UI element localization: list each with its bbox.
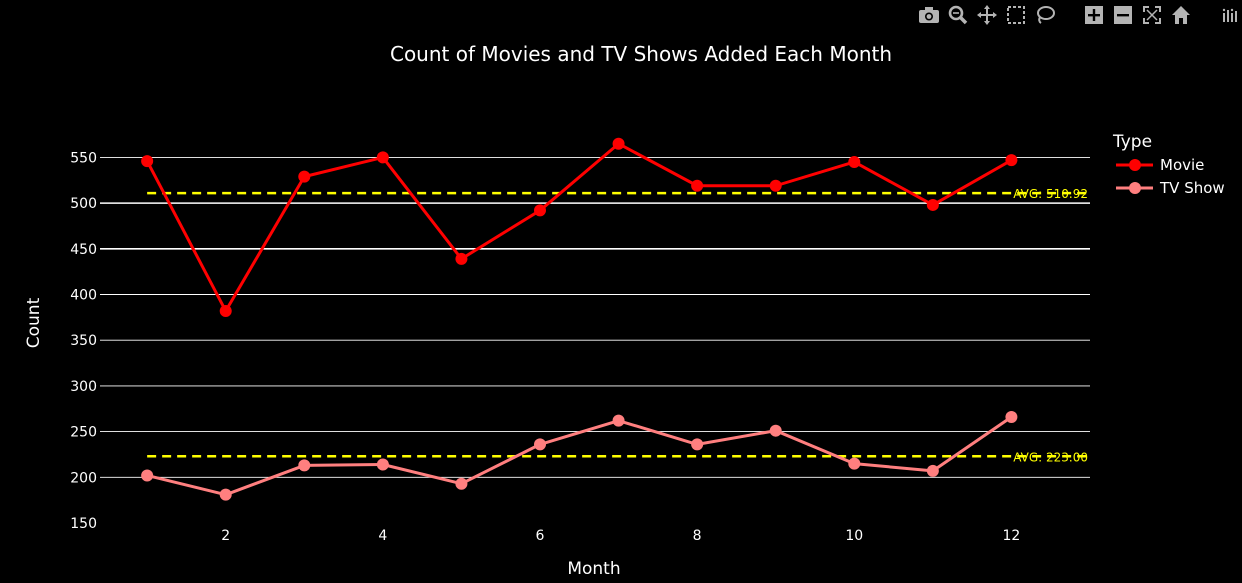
legend-marker: [1129, 159, 1141, 171]
y-tick-label: 450: [70, 242, 97, 258]
average-lines: AVG: 510.92 AVG: 223.00: [147, 187, 1092, 464]
x-tick-label: 4: [378, 528, 387, 544]
box-select-icon[interactable]: [1004, 4, 1028, 26]
data-point[interactable]: [926, 464, 939, 477]
data-point[interactable]: [848, 155, 861, 168]
modebar: [912, 4, 1242, 26]
data-point[interactable]: [376, 151, 389, 164]
data-point[interactable]: [298, 459, 311, 472]
lasso-select-icon[interactable]: [1033, 4, 1057, 26]
average-label: AVG: 510.92: [1013, 187, 1088, 201]
legend-title: Type: [1112, 132, 1152, 152]
data-point[interactable]: [219, 304, 232, 317]
data-point[interactable]: [769, 179, 782, 192]
data-point[interactable]: [848, 457, 861, 470]
zoom-out-icon[interactable]: [1111, 4, 1135, 26]
x-tick-label: 2: [221, 528, 230, 544]
camera-icon[interactable]: [917, 4, 941, 26]
data-point[interactable]: [1005, 410, 1018, 423]
x-tick-labels: 2 4 6 8 10 12: [221, 528, 1020, 544]
data-point[interactable]: [376, 458, 389, 471]
data-point[interactable]: [141, 469, 154, 482]
y-tick-label: 200: [70, 470, 97, 486]
y-tick-label: 350: [70, 333, 97, 349]
pan-icon[interactable]: [975, 4, 999, 26]
data-point[interactable]: [691, 438, 704, 451]
y-tick-label: 150: [70, 516, 97, 532]
data-point[interactable]: [691, 179, 704, 192]
data-point[interactable]: [534, 438, 546, 451]
legend-item-label: TV Show: [1159, 179, 1225, 197]
x-tick-label: 6: [536, 528, 545, 544]
y-tick-labels: 150 200 250 300 350 400 450 500 550: [70, 150, 97, 532]
data-point[interactable]: [612, 137, 625, 150]
x-tick-label: 10: [845, 528, 863, 544]
plotly-logo-icon[interactable]: [1218, 4, 1242, 26]
data-point[interactable]: [926, 198, 939, 211]
data-point[interactable]: [534, 204, 546, 217]
y-tick-label: 300: [70, 379, 97, 395]
x-axis-label: Month: [567, 559, 620, 579]
data-point[interactable]: [141, 155, 154, 168]
series-layer: [141, 137, 1018, 501]
data-point[interactable]: [298, 170, 311, 183]
data-point[interactable]: [219, 488, 232, 501]
data-point[interactable]: [455, 252, 468, 265]
y-tick-label: 400: [70, 288, 97, 304]
series-line: [145, 142, 1013, 313]
x-tick-label: 12: [1003, 528, 1021, 544]
zoom-icon[interactable]: [946, 4, 970, 26]
gridlines: [100, 156, 1090, 478]
data-point[interactable]: [455, 477, 468, 490]
y-axis-label: Count: [24, 297, 44, 348]
reset-axes-icon[interactable]: [1169, 4, 1193, 26]
y-tick-label: 250: [70, 425, 97, 441]
series-line: [146, 415, 1013, 497]
x-tick-label: 8: [693, 528, 702, 544]
legend-marker: [1129, 182, 1141, 194]
autoscale-icon[interactable]: [1140, 4, 1164, 26]
data-point[interactable]: [1005, 154, 1018, 167]
y-tick-label: 500: [70, 196, 97, 212]
average-label: AVG: 223.00: [1013, 450, 1088, 464]
data-point[interactable]: [769, 424, 782, 437]
legend[interactable]: Type Movie TV Show: [1112, 132, 1225, 197]
y-tick-label: 550: [70, 150, 97, 166]
data-point[interactable]: [612, 414, 625, 427]
zoom-in-icon[interactable]: [1082, 4, 1106, 26]
legend-item-label: Movie: [1160, 156, 1204, 174]
chart-title: Count of Movies and TV Shows Added Each …: [390, 42, 892, 66]
